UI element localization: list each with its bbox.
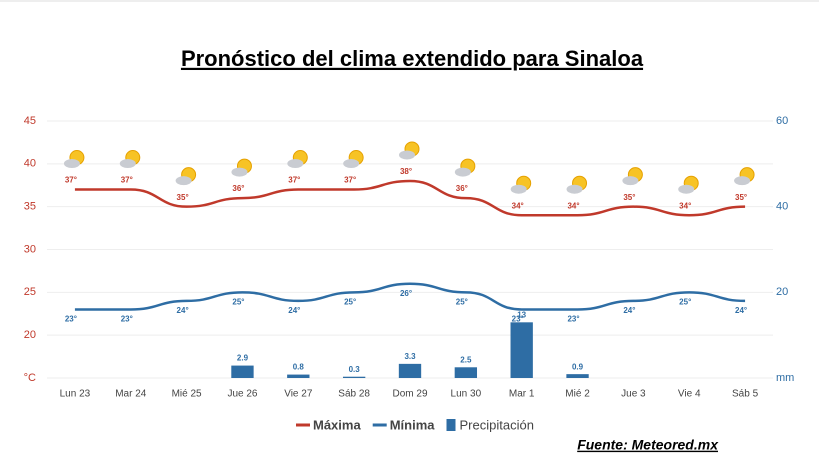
cloud [119, 159, 136, 169]
data-label: 25° [679, 297, 691, 306]
legend-swatch [446, 419, 456, 431]
data-label: 37° [288, 176, 300, 185]
y-tick-label: 20 [24, 329, 36, 341]
weather-icon [734, 167, 755, 186]
data-label: 0.9 [572, 362, 584, 371]
weather-icon [678, 175, 699, 194]
line [74, 282, 746, 311]
data-label: 2.9 [237, 354, 249, 363]
weather-icon [566, 175, 588, 194]
data-label: 23° [65, 315, 77, 324]
bar [454, 367, 478, 378]
bar [342, 376, 366, 378]
x-tick-label: Sáb 5 [732, 389, 759, 400]
x-tick-label: Jue 26 [227, 389, 257, 400]
data-label: 34° [567, 201, 579, 210]
legend-label: Precipitación [460, 417, 534, 432]
cloud [399, 150, 415, 160]
x-tick-label: Mié 25 [172, 389, 202, 400]
data-label: 34° [512, 201, 524, 210]
x-tick-label: Lun 30 [451, 389, 482, 400]
bar [398, 363, 422, 378]
y-tick-label: °C [24, 372, 36, 384]
data-label: 2.5 [460, 355, 472, 364]
data-label: 25° [232, 297, 244, 306]
cloud [63, 159, 80, 169]
weather-icon [231, 158, 252, 177]
y2-tick-label: 20 [776, 286, 788, 298]
cloud [343, 159, 360, 169]
cloud [175, 176, 192, 186]
cloud [566, 184, 583, 194]
y-tick-label: 35 [24, 201, 36, 213]
data-label: 35° [623, 193, 635, 202]
y-tick-label: 45 [24, 115, 36, 127]
data-label: 25° [456, 297, 468, 306]
x-tick-label: Jue 3 [621, 389, 646, 400]
cloud [231, 167, 248, 177]
data-label: 37° [121, 176, 133, 185]
data-label: 24° [288, 306, 300, 315]
data-label: 36° [456, 184, 468, 193]
weather-icon [510, 175, 532, 194]
data-label: 13 [517, 310, 526, 319]
data-label: 35° [735, 193, 747, 202]
data-label: 37° [344, 176, 356, 185]
x-tick-label: Lun 23 [60, 389, 91, 400]
bar [231, 365, 254, 378]
cloud [510, 184, 527, 194]
x-tick-label: Vie 4 [678, 389, 701, 400]
x-tick-label: Vie 27 [284, 389, 313, 400]
x-tick-label: Dom 29 [392, 389, 427, 400]
legend-label: Mínima [390, 417, 436, 432]
source: Fuente: Meteored.mx [577, 437, 719, 453]
x-tick-label: Sáb 28 [338, 389, 370, 400]
bar [510, 322, 533, 378]
data-label: 0.3 [349, 365, 361, 374]
weather-icon [287, 150, 308, 169]
data-label: 23° [512, 315, 524, 324]
y-tick-label: 40 [24, 158, 36, 170]
weather-icon [343, 150, 364, 169]
data-label: 3.3 [404, 352, 416, 361]
data-label: 23° [567, 315, 579, 324]
cloud [622, 176, 639, 186]
y-tick-label: 25 [24, 286, 36, 298]
data-label: 23° [121, 315, 133, 324]
data-label: 37° [65, 176, 77, 185]
cloud [454, 167, 471, 177]
weather-icon [399, 141, 420, 160]
legend-label: Máxima [313, 417, 361, 432]
cloud [287, 159, 304, 169]
y2-tick-label: 60 [776, 115, 788, 127]
data-label: 35° [177, 193, 189, 202]
data-label: 25° [344, 297, 356, 306]
data-label: 24° [623, 306, 635, 315]
line [74, 179, 746, 217]
cloud [678, 184, 695, 194]
x-tick-label: Mar 24 [115, 389, 147, 400]
weather-icon [63, 150, 85, 169]
cloud [734, 176, 751, 186]
weather-icon [175, 167, 197, 186]
chart-title: Pronóstico del clima extendido para Sina… [181, 46, 644, 71]
data-label: 38° [400, 167, 412, 176]
bar [287, 374, 310, 378]
x-tick-label: Mar 1 [509, 389, 535, 400]
y-tick-label: 30 [24, 243, 36, 255]
x-tick-label: Mié 2 [565, 389, 590, 400]
data-label: 26° [400, 289, 412, 298]
bar [566, 374, 589, 378]
weather-icon [454, 158, 476, 177]
weather-icon [622, 167, 643, 186]
data-label: 0.8 [293, 363, 305, 372]
y2-tick-label: 40 [776, 201, 788, 213]
weather-icon [119, 150, 141, 169]
data-label: 36° [232, 184, 244, 193]
y2-tick-label: mm [776, 372, 794, 384]
data-label: 34° [679, 201, 691, 210]
data-label: 24° [177, 306, 189, 315]
data-label: 24° [735, 306, 747, 315]
